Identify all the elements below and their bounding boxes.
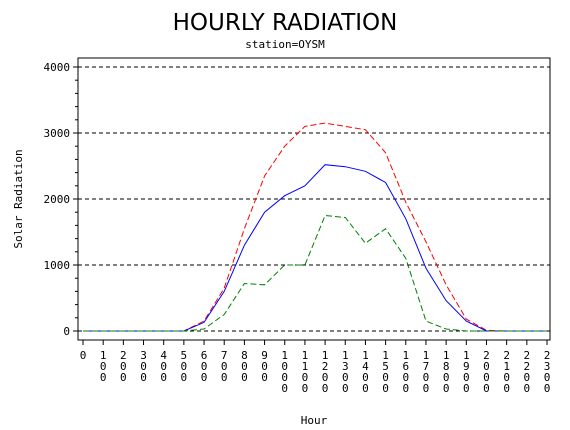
series-line-1 — [83, 122, 547, 332]
y-tick-label: 0 — [63, 325, 70, 338]
chart-title: HOURLY RADIATION — [173, 10, 398, 36]
x-axis-label: Hour — [301, 414, 328, 427]
chart-subtitle: station=OYSM — [245, 38, 325, 51]
x-axis: 0 1 0 0 2 0 0 3 0 0 4 0 0 5 0 0 6 0 0 7 0 0 8 0 0 9 0 0 1 0 0 0 1 1 0 0 1 2 0 0… — [80, 340, 551, 395]
series-line-2 — [83, 164, 547, 332]
series-lines — [83, 122, 547, 332]
y-tick-label: 2000 — [44, 193, 71, 206]
grid-lines — [78, 66, 550, 332]
y-tick-label: 3000 — [44, 127, 71, 140]
series-line-3 — [83, 214, 547, 332]
x-tick-label: 0 — [80, 349, 87, 362]
y-tick-label: 1000 — [44, 259, 71, 272]
y-axis: 0 1000 2000 3000 4000 — [44, 61, 78, 338]
y-axis-label: Solar Radiation — [12, 149, 25, 248]
y-tick-label: 4000 — [44, 61, 71, 74]
